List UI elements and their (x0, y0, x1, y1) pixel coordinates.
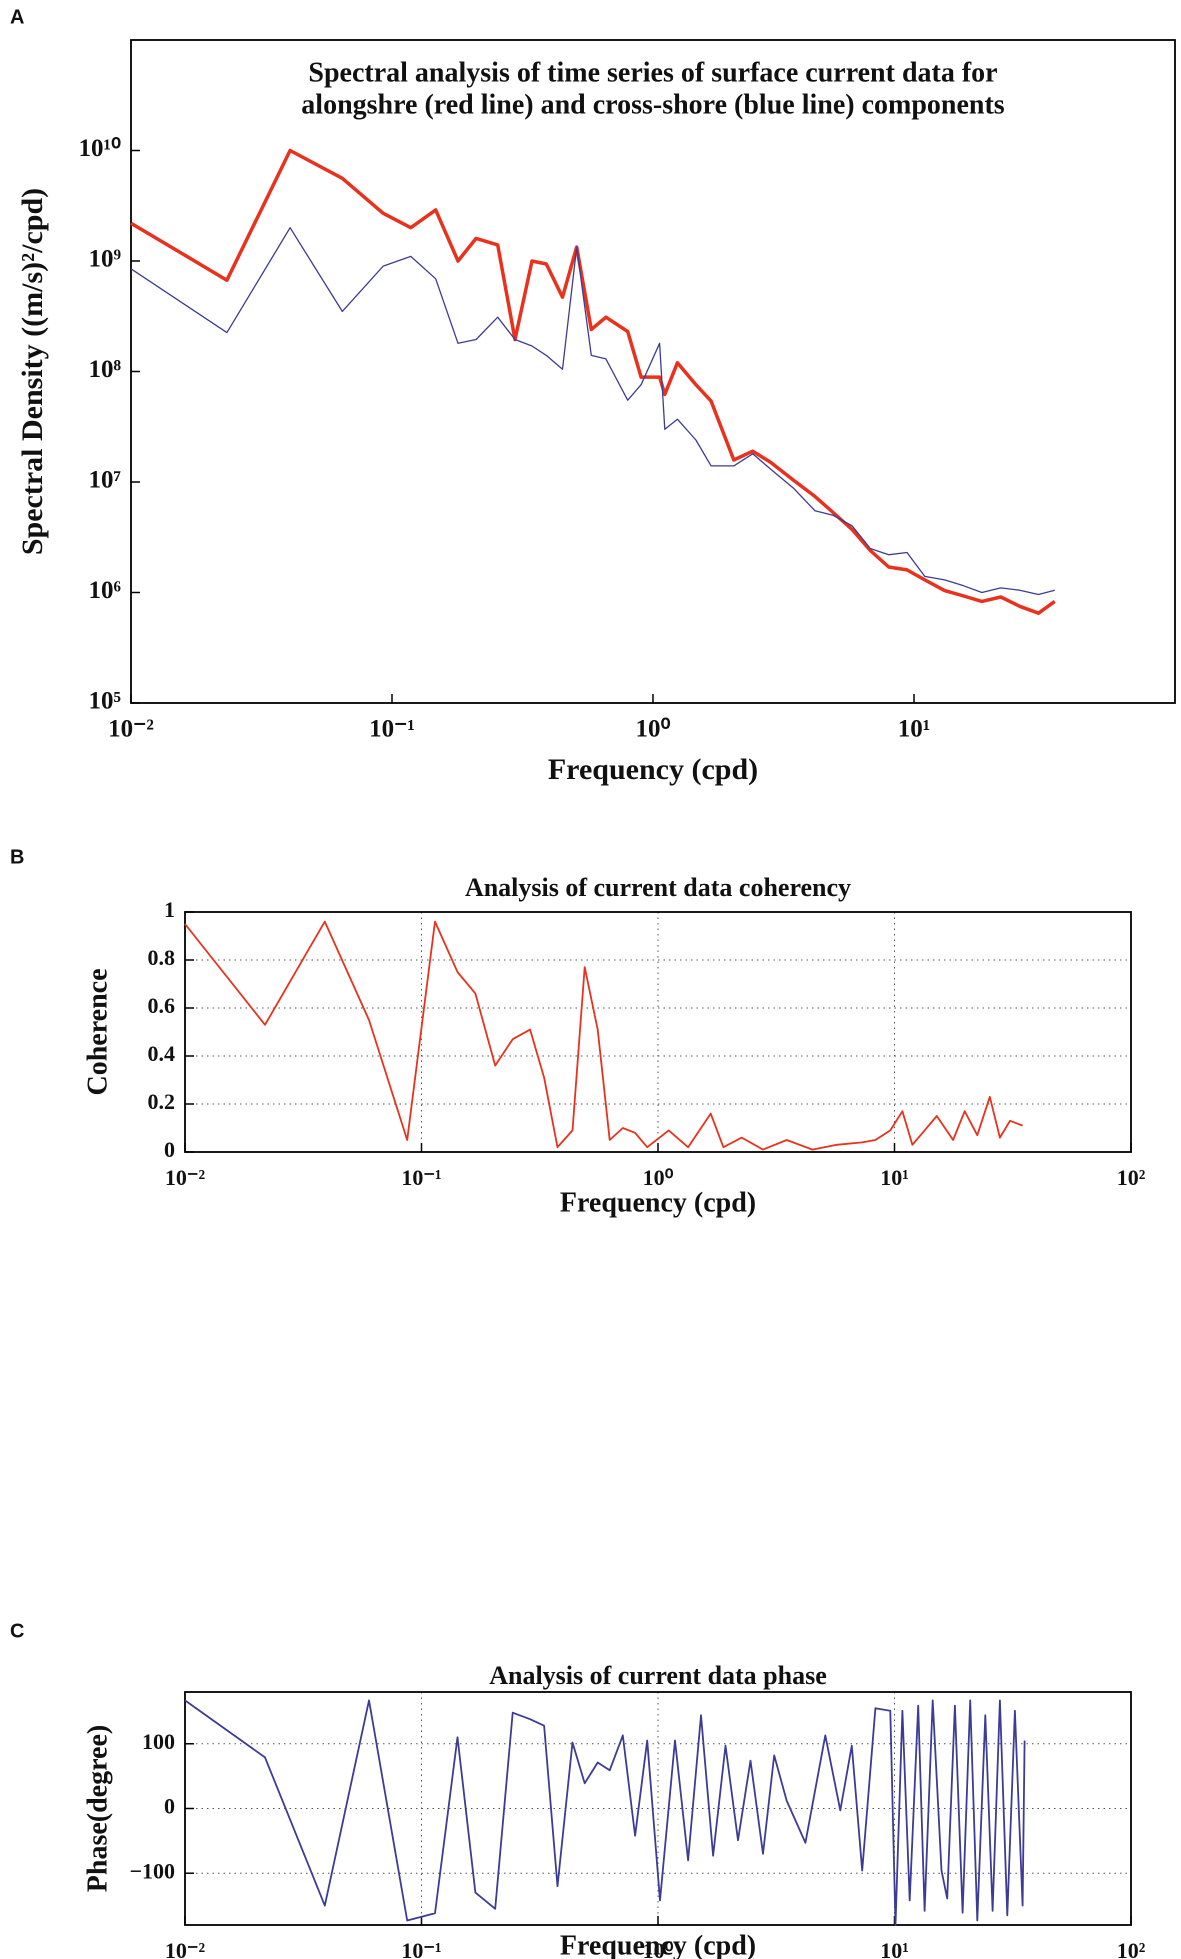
y-tick-label: 10⁵ (89, 688, 122, 715)
x-axis-label: Frequency (cpd) (560, 1187, 756, 1218)
y-tick-label: 0.6 (148, 993, 176, 1018)
y-tick-label: 0.8 (148, 945, 176, 970)
x-tick-label: 10¹ (880, 1938, 909, 1959)
x-tick-label: 10⁻¹ (401, 1938, 441, 1959)
data-line (184, 1699, 1026, 1926)
x-axis-label: Frequency (cpd) (560, 1930, 756, 1959)
y-axis-label: Spectral Density ((m/s)²/cpd) (16, 188, 49, 555)
chart-title: Analysis of current data phase (489, 1661, 827, 1690)
x-tick-label: 10² (1117, 1165, 1146, 1190)
data-line (184, 920, 1023, 1151)
x-tick-label: 10¹ (898, 716, 931, 743)
panel-label: C (10, 1620, 24, 1642)
x-tick-label: 10⁻¹ (369, 716, 415, 743)
y-axis-label: Phase(degree) (82, 1725, 113, 1892)
y-tick-label: 10⁹ (89, 246, 122, 273)
y-tick-label: 10⁷ (89, 467, 122, 494)
data-line (130, 148, 1056, 615)
chart-title: Spectral analysis of time series of surf… (308, 57, 997, 88)
y-tick-label: 0.2 (148, 1089, 176, 1114)
chart-title: Analysis of current data coherency (465, 873, 851, 902)
x-tick-label: 10⁰ (635, 716, 670, 743)
data-line (130, 227, 1055, 596)
x-tick-label: 10⁻² (165, 1938, 206, 1959)
x-tick-label: 10⁰ (643, 1938, 674, 1959)
plot-frame (130, 39, 1176, 704)
y-tick-label: 0.4 (148, 1041, 176, 1066)
plot-frame (184, 911, 1132, 1153)
panel-label: B (10, 846, 24, 868)
plot-frame (184, 1691, 1132, 1926)
x-tick-label: 10⁻¹ (401, 1165, 441, 1190)
y-tick-label: 10⁶ (89, 577, 122, 604)
y-tick-label: 10¹⁰ (78, 135, 121, 162)
y-tick-label: 100 (142, 1729, 175, 1754)
x-tick-label: 10⁻² (108, 716, 154, 743)
chart-title: alongshre (red line) and cross-shore (bl… (301, 89, 1005, 120)
y-tick-label: 0 (164, 1794, 175, 1819)
y-tick-label: −100 (129, 1858, 175, 1883)
x-axis-label: Frequency (cpd) (548, 753, 758, 786)
y-tick-label: 0 (164, 1137, 175, 1162)
y-tick-label: 1 (164, 897, 175, 922)
panel-label: A (10, 6, 24, 28)
x-tick-label: 10⁰ (643, 1165, 674, 1190)
y-axis-label: Coherence (82, 969, 113, 1096)
x-tick-label: 10⁻² (165, 1165, 206, 1190)
y-tick-label: 10⁸ (89, 356, 122, 383)
x-tick-label: 10² (1117, 1938, 1146, 1959)
x-tick-label: 10¹ (880, 1165, 909, 1190)
